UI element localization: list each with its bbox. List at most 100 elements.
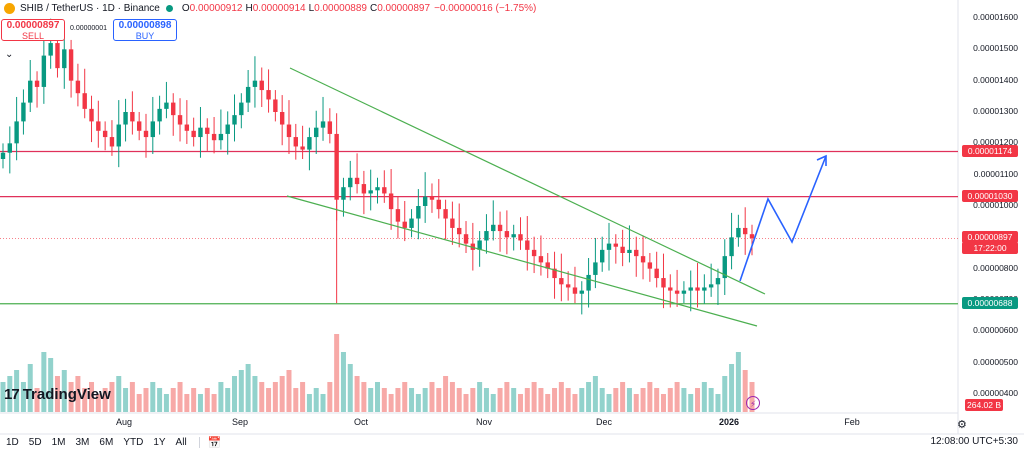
candle-body	[593, 262, 598, 275]
y-tick-label: 0.00000500	[973, 356, 1018, 367]
candle-body	[470, 243, 476, 250]
tradingview-mark-icon: 17	[4, 386, 20, 403]
candle-body	[116, 124, 121, 147]
wedge-upper-line	[289, 67, 766, 295]
candle-body	[627, 249, 632, 253]
volume-bar	[300, 382, 306, 412]
candle-body	[75, 80, 81, 94]
volume-bar	[729, 364, 735, 412]
candle-body	[300, 146, 305, 150]
candle-body	[702, 287, 707, 291]
candle-body	[205, 127, 210, 134]
candle-body	[613, 243, 619, 247]
volume-bar	[640, 388, 646, 412]
volume-bar	[613, 388, 619, 412]
volume-bar	[409, 388, 415, 412]
candle-body	[491, 224, 496, 232]
spread-value: 0.00000001	[70, 25, 107, 32]
horizontal-levels	[0, 150, 958, 305]
candle-body	[416, 206, 421, 219]
timeframe-3m[interactable]: 3M	[75, 437, 90, 448]
candle-body	[252, 80, 258, 87]
volume-tag: 264.02 B	[965, 399, 1003, 411]
candle-body	[450, 218, 455, 228]
candle-body	[368, 190, 373, 194]
volume-bar	[334, 334, 340, 412]
x-tick-label: Oct	[353, 417, 369, 427]
volume-bar	[579, 388, 585, 412]
candle-body	[674, 290, 680, 294]
volume-bar	[504, 382, 510, 412]
timeframe-1d[interactable]: 1D	[6, 437, 19, 448]
volume-bar	[647, 382, 653, 412]
candle-body	[55, 43, 60, 69]
volume-bar	[531, 382, 537, 412]
x-tick-label: Nov	[475, 417, 493, 427]
high-value: 0.00000914	[252, 2, 306, 14]
volume-bar	[742, 370, 748, 412]
volume-bar	[89, 382, 95, 412]
volume-bar	[7, 376, 13, 412]
collapse-chevron-icon[interactable]: ⌄	[5, 49, 14, 60]
candles	[0, 18, 755, 315]
tradingview-logo[interactable]: 17 TradingView	[4, 386, 111, 403]
volume-bar	[197, 394, 203, 412]
timeframe-5d[interactable]: 5D	[28, 437, 42, 448]
buy-button[interactable]: 0.00000898 BUY	[113, 19, 177, 41]
timeframe-ytd[interactable]: YTD	[123, 437, 144, 448]
candle-body	[239, 102, 244, 116]
volume-bar	[361, 382, 367, 412]
volume-bar	[599, 388, 605, 412]
volume-bar	[150, 382, 156, 412]
candle-body	[552, 268, 557, 279]
candle-body	[191, 130, 196, 138]
settings-gear-icon[interactable]: ⚙	[957, 419, 967, 431]
volume-bar	[592, 376, 598, 412]
candle-body	[606, 243, 612, 250]
volume-bar	[558, 382, 564, 412]
y-tick-label: 0.00001500	[973, 43, 1018, 54]
candle-body	[184, 124, 190, 131]
projection-arrowhead	[816, 154, 827, 166]
candle-body	[531, 249, 537, 257]
y-tick-label: 0.00000400	[973, 388, 1018, 398]
candle-body	[681, 290, 687, 294]
candle-body	[382, 187, 387, 194]
candle-body	[422, 196, 428, 206]
volume-bar	[456, 388, 462, 412]
candle-body	[354, 177, 360, 185]
volume-bar	[116, 376, 122, 412]
volume-bar	[674, 382, 680, 412]
candle-body	[320, 121, 326, 128]
candle-body	[640, 256, 646, 263]
timeframe-1y[interactable]: 1Y	[153, 437, 166, 448]
volume-bar	[354, 376, 360, 412]
volume-bar	[218, 382, 224, 412]
volume-bar	[204, 388, 210, 412]
volume-bar	[429, 382, 435, 412]
candle-body	[436, 199, 441, 210]
candle-body	[293, 137, 298, 147]
volume-bar	[449, 382, 455, 412]
volume-bar	[422, 388, 428, 412]
symbol-title[interactable]: SHIB / TetherUS · 1D · Binance	[20, 2, 160, 14]
volume-bar	[225, 388, 231, 412]
volume-bar	[517, 394, 523, 412]
volume-bar	[565, 388, 571, 412]
x-tick-label: 2026	[718, 417, 740, 427]
volume-bar	[381, 388, 387, 412]
volume-bar	[340, 352, 346, 412]
timeframe-1m[interactable]: 1M	[51, 437, 66, 448]
volume-bar	[259, 382, 265, 412]
volume-bar	[443, 376, 449, 412]
sell-button[interactable]: 0.00000897 SELL	[1, 19, 65, 41]
candle-body	[545, 262, 550, 269]
candle-body	[736, 227, 741, 238]
timeframe-all[interactable]: All	[175, 437, 187, 448]
calendar-range-icon[interactable]: 📅	[207, 437, 222, 449]
volume-bar	[109, 382, 115, 412]
lightning-icon[interactable]: ⚡	[746, 396, 760, 410]
timeframe-6m[interactable]: 6M	[99, 437, 114, 448]
volume-bar	[0, 382, 6, 412]
